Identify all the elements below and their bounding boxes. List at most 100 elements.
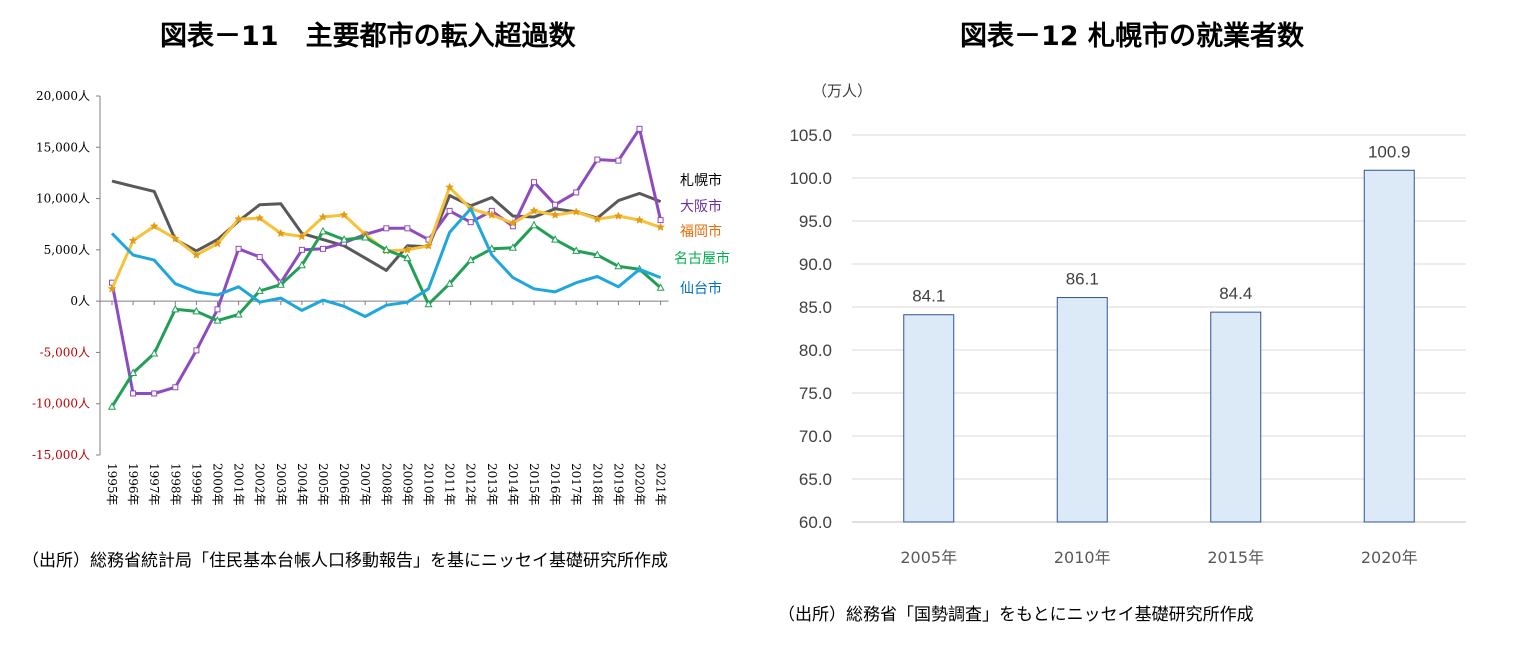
left-y-tick-label: -15,000人 — [32, 448, 90, 462]
left-x-tick-label: 2021年 — [654, 463, 668, 506]
left-x-tick-label: 2001年 — [232, 463, 246, 506]
bar — [1056, 297, 1108, 523]
data-point — [403, 253, 412, 262]
right-chart-title: 図表－12 札幌市の就業者数 — [960, 21, 1304, 52]
data-point — [592, 214, 602, 223]
data-point — [130, 390, 137, 397]
data-point — [467, 219, 474, 226]
left-x-tick-label: 2015年 — [527, 463, 541, 506]
right-x-tick-label: 2005年 — [900, 548, 957, 567]
series-line — [110, 127, 663, 395]
data-point — [383, 225, 390, 232]
data-point — [256, 254, 263, 261]
left-x-tick-label: 2000年 — [211, 463, 225, 506]
data-point — [382, 245, 391, 253]
right-y-tick-label: 80.0 — [799, 341, 832, 360]
data-point — [234, 214, 244, 223]
data-point — [656, 222, 666, 232]
data-point — [636, 125, 643, 132]
data-point — [550, 210, 560, 219]
left-x-tick-label: 2008年 — [379, 463, 393, 506]
left-x-tick-label: 1995年 — [105, 463, 119, 506]
data-point — [235, 245, 242, 252]
right-y-tick-label: 85.0 — [799, 298, 832, 317]
data-point — [508, 218, 518, 227]
data-point — [572, 246, 581, 254]
right-y-tick-label: 65.0 — [799, 470, 832, 489]
left-x-tick-label: 1997年 — [147, 463, 161, 506]
data-point — [508, 243, 517, 251]
data-point — [320, 245, 326, 252]
left-x-tick-label: 2009年 — [400, 463, 414, 506]
left-y-tick-label: -10,000人 — [32, 397, 90, 411]
series-label: 大阪市 — [680, 198, 722, 215]
left-chart-title: 図表－11 主要都市の転入超過数 — [160, 21, 576, 52]
data-point — [571, 207, 581, 216]
data-point — [107, 284, 117, 293]
right-y-tick-label: 60.0 — [799, 513, 832, 532]
series-label: 札幌市 — [680, 172, 722, 189]
data-point — [593, 250, 602, 258]
line-chart: 20,000人 15,000人 10,000人 5,000人 0人 -5,000人 -10,… — [32, 89, 730, 506]
data-point — [531, 179, 537, 186]
left-y-tick-label: -5,000人 — [40, 345, 90, 359]
series-label: 名古屋市 — [674, 250, 730, 267]
left-chart-source: （出所）総務省統計局「住民基本台帳人口移動報告」を基にニッセイ基礎研究所作成 — [22, 551, 668, 571]
right-x-tick-label: 2020年 — [1361, 548, 1418, 567]
data-point — [424, 299, 433, 308]
data-point — [234, 309, 243, 318]
data-point — [192, 306, 201, 315]
data-point — [404, 225, 411, 232]
series-0: 札幌市 — [111, 172, 722, 272]
left-x-tick-label: 2004年 — [295, 463, 309, 506]
series-label: 仙台市 — [680, 280, 722, 297]
left-x-tick-label: 2018年 — [590, 463, 604, 506]
bar — [1210, 311, 1262, 523]
data-point — [214, 306, 221, 313]
data-point — [656, 283, 665, 291]
data-point — [255, 213, 265, 222]
left-x-tick-label: 1998年 — [168, 463, 182, 506]
data-point — [402, 245, 412, 254]
right-y-tick-label: 100.0 — [789, 169, 832, 188]
left-x-tick-label: 2014年 — [506, 463, 520, 506]
data-point — [445, 182, 455, 192]
data-point — [298, 246, 305, 253]
data-point — [466, 255, 475, 264]
data-point — [445, 279, 454, 287]
bar-chart: （万人） 60.0 65.0 70.0 75.0 80.0 85.0 90.0 95.0 100.… — [789, 82, 1466, 567]
right-y-tick-label: 75.0 — [799, 384, 832, 403]
series-line — [110, 207, 662, 318]
left-x-tick-label: 2010年 — [422, 463, 436, 506]
right-x-tick-label: 2010年 — [1054, 548, 1111, 567]
data-point — [297, 260, 306, 269]
right-y-tick-label: 90.0 — [799, 255, 832, 274]
data-point — [276, 228, 286, 238]
series-line — [111, 179, 662, 272]
data-point — [213, 239, 222, 248]
data-point — [297, 231, 307, 241]
data-point — [635, 215, 644, 224]
left-x-tick-label: 2020年 — [633, 463, 647, 506]
data-point — [339, 210, 349, 219]
data-point — [594, 156, 601, 163]
data-point — [614, 261, 623, 270]
series-1: 大阪市 — [109, 125, 722, 397]
right-y-tick-label: 95.0 — [799, 212, 832, 231]
data-point — [129, 368, 138, 376]
left-x-tick-label: 1999年 — [189, 463, 203, 506]
data-point — [255, 286, 264, 294]
data-point — [128, 235, 138, 245]
data-point — [191, 250, 201, 259]
series-3: 名古屋市 — [107, 220, 730, 410]
left-x-tick-label: 2017年 — [569, 463, 583, 506]
data-point — [150, 348, 159, 357]
right-y-tick-label: 70.0 — [799, 427, 832, 446]
data-point — [551, 235, 560, 243]
left-y-tick-label: 5,000人 — [44, 243, 90, 257]
left-x-tick-label: 1996年 — [126, 463, 140, 506]
data-point — [552, 201, 559, 208]
data-point — [446, 207, 453, 214]
left-x-tick-label: 2013年 — [485, 463, 499, 506]
